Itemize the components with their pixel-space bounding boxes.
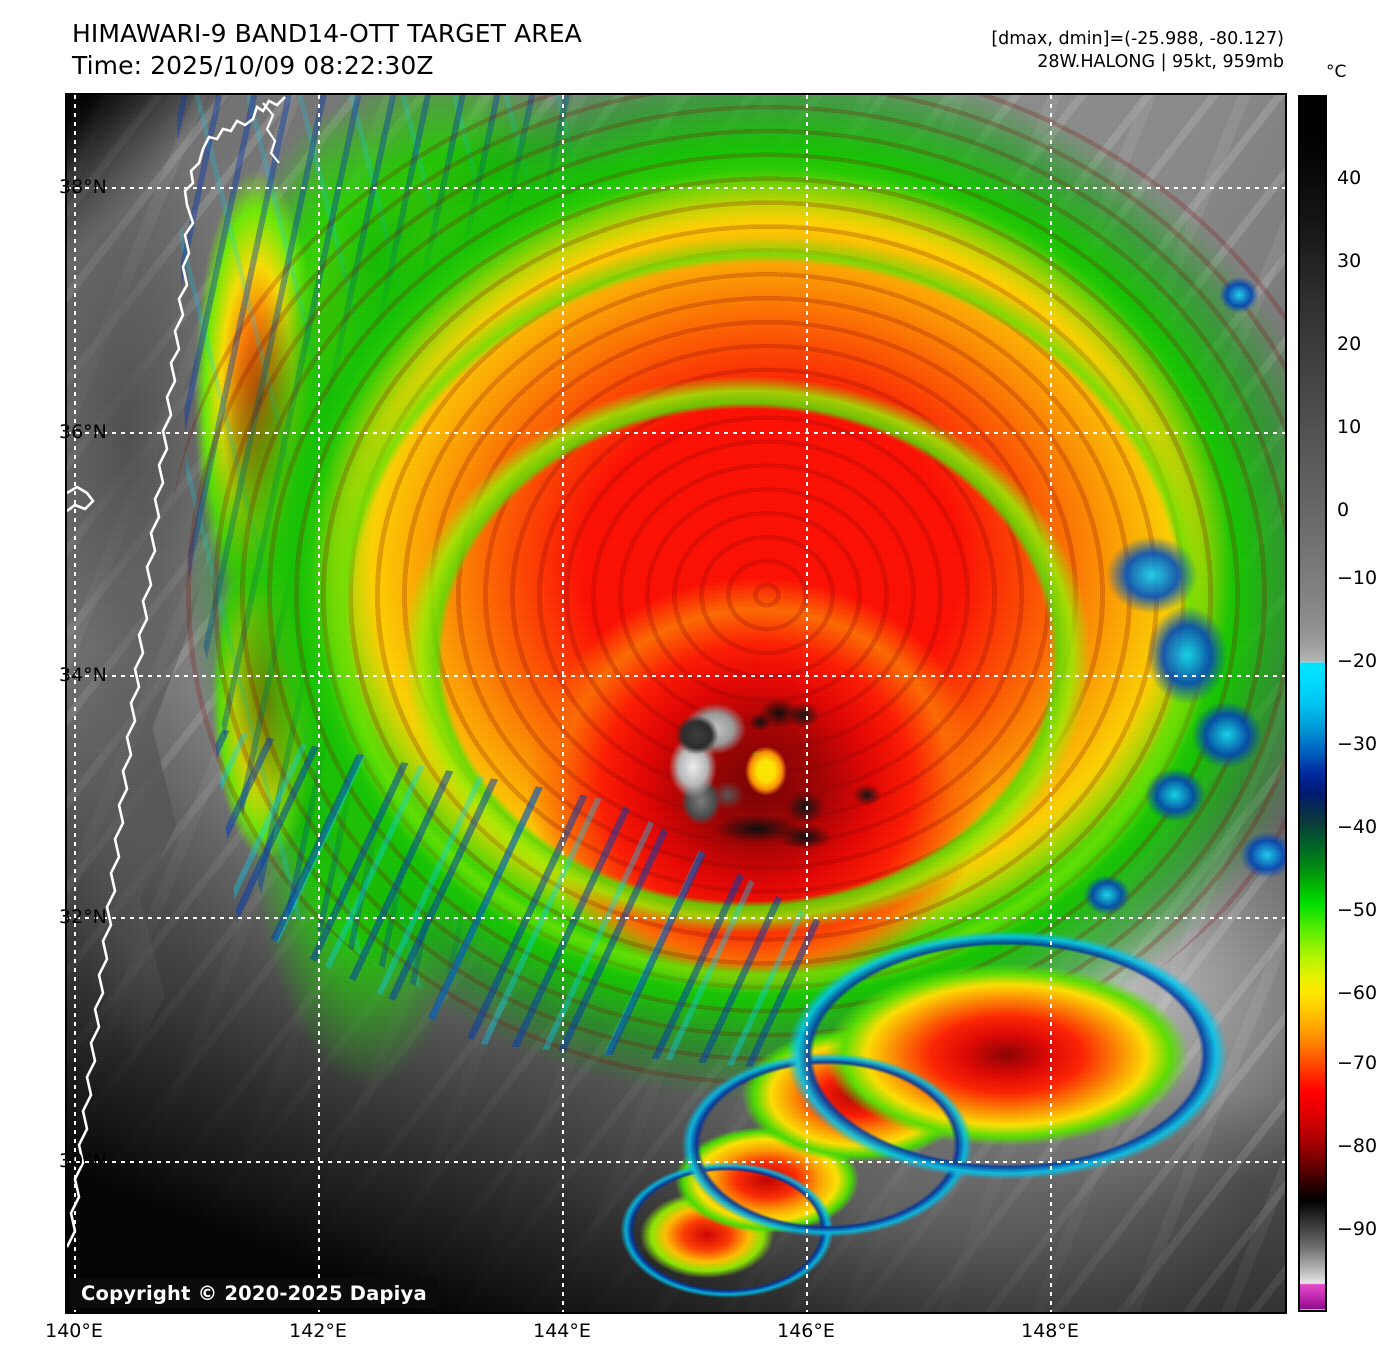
y-tick-label-4: 30°N: [59, 1150, 107, 1172]
colorbar-tick-12: −80: [1337, 1135, 1378, 1157]
copyright-banner: Copyright © 2020-2025 Dapiya: [70, 1278, 438, 1308]
x-tick-label-3: 146°E: [777, 1320, 835, 1342]
gridline-lat-38: [67, 187, 1285, 189]
title-line-time: Time: 2025/10/09 08:22:30Z: [72, 51, 434, 80]
gridline-lat-30: [67, 1161, 1285, 1163]
colorbar-tick-2: 20: [1337, 333, 1362, 355]
colorbar-tick-13: −90: [1337, 1218, 1378, 1240]
y-tick-label-3: 32°N: [59, 906, 107, 928]
gridline-lon-148: [1050, 95, 1052, 1312]
colorbar-tick-0: 40: [1337, 167, 1362, 189]
x-tick-label-1: 142°E: [289, 1320, 347, 1342]
colorbar-tick-1: 30: [1337, 250, 1362, 272]
x-tick-label-2: 144°E: [533, 1320, 591, 1342]
colorbar-tick-4: 0: [1337, 499, 1350, 521]
coastline-overlay: [67, 96, 286, 1248]
dmax-dmin-readout: [dmax, dmin]=(-25.988, -80.127): [991, 29, 1284, 49]
gridline-lat-32: [67, 917, 1285, 919]
satellite-image-plot[interactable]: [67, 95, 1285, 1312]
x-tick-label-4: 148°E: [1021, 1320, 1079, 1342]
page-title: HIMAWARI-9 BAND14-OTT TARGET AREA Time: …: [72, 18, 582, 82]
colorbar-tick-11: −70: [1337, 1052, 1378, 1074]
title-line-instrument: HIMAWARI-9 BAND14-OTT TARGET AREA: [72, 19, 582, 48]
colorbar[interactable]: [1298, 95, 1327, 1312]
gridline-lon-144: [562, 95, 564, 1312]
colorbar-tick-10: −60: [1337, 982, 1378, 1004]
gridline-lon-140: [74, 95, 76, 1312]
colorbar-tick-6: −20: [1337, 650, 1378, 672]
x-tick-label-0: 140°E: [45, 1320, 103, 1342]
colorbar-tick-3: 10: [1337, 416, 1362, 438]
layer-pixel-noise: [67, 95, 1285, 1312]
colorbar-tick-5: −10: [1337, 567, 1378, 589]
metadata-block: [dmax, dmin]=(-25.988, -80.127) 28W.HALO…: [991, 28, 1284, 74]
colorbar-tick-9: −50: [1337, 899, 1378, 921]
colorbar-tick-7: −30: [1337, 733, 1378, 755]
layer-isolated-cells: [67, 95, 1285, 1312]
y-tick-label-2: 34°N: [59, 664, 107, 686]
colorbar-tick-8: −40: [1337, 816, 1378, 838]
colorbar-unit-label: °C: [1326, 62, 1347, 82]
gridline-lon-146: [806, 95, 808, 1312]
y-tick-label-0: 38°N: [59, 176, 107, 198]
gridline-lon-142: [318, 95, 320, 1312]
colorbar-gradient: [1300, 97, 1325, 1310]
gridline-lat-36: [67, 432, 1285, 434]
y-tick-label-1: 36°N: [59, 421, 107, 443]
storm-intensity-readout: 28W.HALONG | 95kt, 959mb: [1037, 51, 1284, 72]
gridline-lat-34: [67, 675, 1285, 677]
